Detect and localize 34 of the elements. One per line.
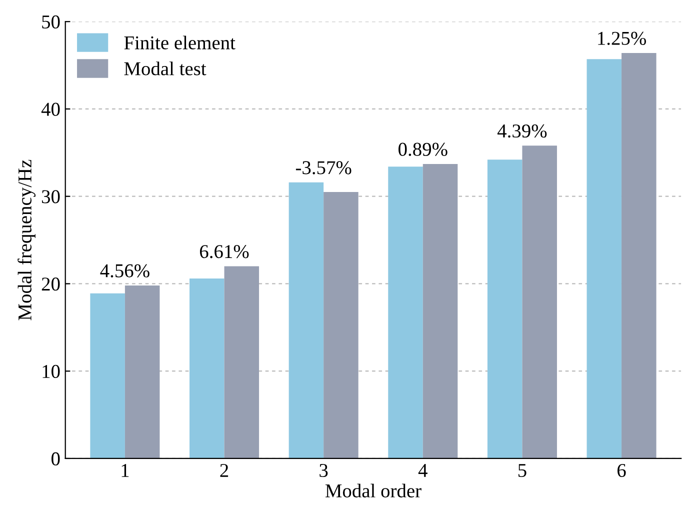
bar (224, 266, 260, 458)
bar (288, 182, 324, 458)
annotation: 4.56% (100, 264, 150, 278)
bar (622, 53, 656, 458)
bar (190, 278, 224, 458)
bar (522, 146, 557, 458)
bar (388, 166, 423, 458)
annotation: 4.39% (497, 124, 547, 138)
annotation: 1.25% (598, 32, 646, 46)
x-tick-label: 5 (518, 464, 526, 478)
y-tick-label: 30 (42, 190, 60, 204)
bar (124, 285, 160, 458)
bar (90, 293, 125, 458)
y-tick-label: 10 (42, 364, 60, 378)
bar (324, 192, 358, 458)
x-tick-label: 4 (418, 464, 428, 477)
y-axis-title: Modal frequency/Hz (18, 160, 36, 320)
legend-label: Finite element (124, 36, 236, 50)
x-tick-label: 3 (320, 464, 328, 478)
x-tick-label: 2 (220, 464, 228, 477)
bar (487, 160, 522, 458)
annotation: -3.57% (296, 161, 352, 174)
annotation: 6.61% (200, 245, 249, 258)
y-tick-label: 20 (42, 278, 60, 291)
y-tick-label: 40 (41, 102, 60, 116)
y-tick-label: 50 (42, 15, 60, 29)
x-axis-title: Modal order (325, 484, 422, 498)
bar (422, 164, 458, 458)
x-tick-label: 1 (122, 464, 129, 477)
legend-label: Modal test (124, 62, 206, 76)
annotation: 0.89% (398, 142, 448, 156)
x-tick-label: 6 (618, 464, 626, 478)
y-tick-label: 0 (52, 452, 60, 466)
bar (586, 59, 622, 458)
